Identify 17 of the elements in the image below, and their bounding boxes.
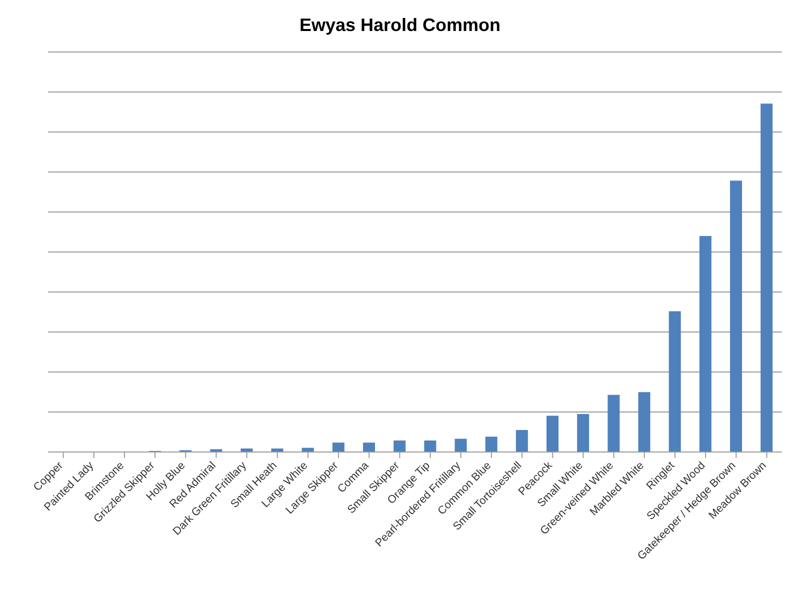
bar (485, 436, 498, 452)
bar (668, 311, 681, 452)
bar (210, 449, 222, 452)
bar (546, 416, 559, 452)
bar (760, 104, 773, 452)
chart-title: Ewyas Harold Common (298, 14, 502, 37)
bar (638, 392, 650, 452)
bar (332, 442, 344, 452)
bar (608, 394, 620, 452)
bar (424, 440, 436, 452)
bar (363, 442, 376, 452)
bar (730, 180, 742, 452)
bar (577, 414, 590, 452)
bar (699, 236, 712, 452)
bar (394, 440, 406, 452)
bar (454, 438, 467, 452)
bar (516, 430, 528, 452)
